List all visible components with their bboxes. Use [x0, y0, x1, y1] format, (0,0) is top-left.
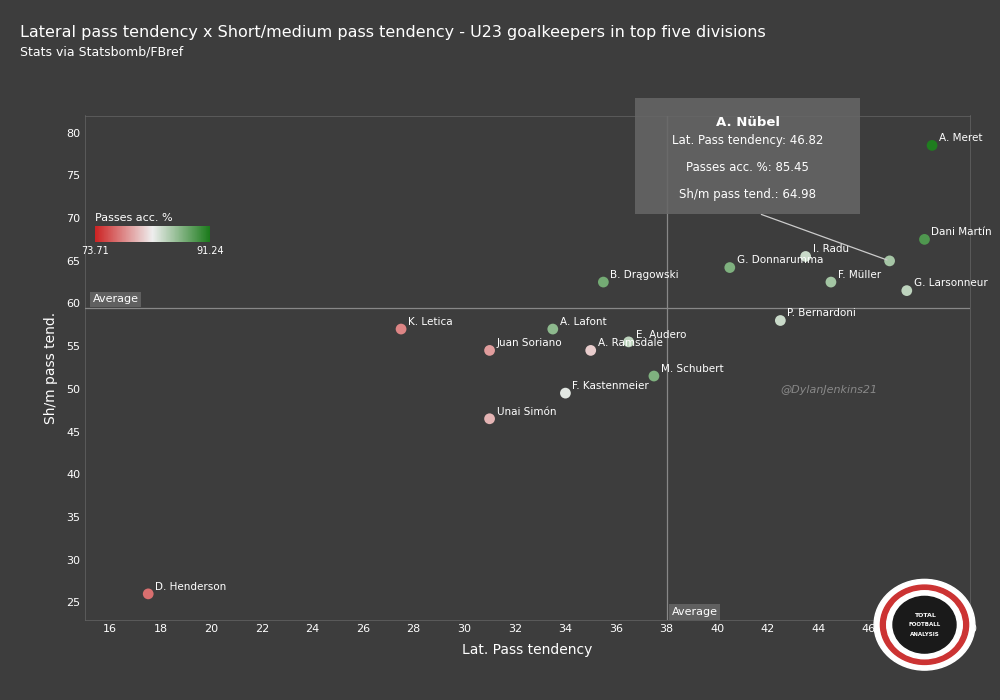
Text: Juan Soriano: Juan Soriano — [497, 338, 562, 348]
Point — [557, 388, 573, 399]
Point — [882, 256, 898, 267]
Circle shape — [874, 580, 975, 670]
Text: F. Kastenmeier: F. Kastenmeier — [572, 381, 649, 391]
Text: Sh/m pass tend.: 64.98: Sh/m pass tend.: 64.98 — [679, 188, 816, 201]
Text: Average: Average — [672, 607, 718, 617]
Text: Lat. Pass tendency: 46.82: Lat. Pass tendency: 46.82 — [672, 134, 823, 148]
Point — [621, 336, 637, 347]
Text: @DylanJenkins21: @DylanJenkins21 — [780, 385, 877, 395]
Text: Passes acc. %: 85.45: Passes acc. %: 85.45 — [686, 161, 809, 174]
Text: ANALYSIS: ANALYSIS — [910, 631, 939, 637]
Point — [393, 323, 409, 335]
Circle shape — [887, 591, 962, 659]
Text: A. Meret: A. Meret — [939, 133, 983, 144]
Text: I. Radu: I. Radu — [813, 244, 849, 254]
Point — [798, 251, 814, 262]
Point — [583, 345, 599, 356]
Point — [916, 234, 932, 245]
Circle shape — [880, 585, 969, 664]
Text: Passes acc. %: Passes acc. % — [95, 213, 173, 223]
Text: Stats via Statsbomb/FBref: Stats via Statsbomb/FBref — [20, 46, 183, 59]
Text: K. Letica: K. Letica — [408, 317, 453, 327]
Point — [899, 285, 915, 296]
Text: Dani Martín: Dani Martín — [931, 228, 992, 237]
Text: TOTAL: TOTAL — [914, 612, 935, 618]
Text: A. Ramsdale: A. Ramsdale — [598, 338, 663, 348]
Text: A. Lafont: A. Lafont — [560, 317, 606, 327]
Point — [140, 588, 156, 599]
Point — [772, 315, 788, 326]
Point — [595, 276, 611, 288]
Text: G. Larsonneur: G. Larsonneur — [914, 279, 987, 288]
Text: Average: Average — [93, 294, 139, 304]
Point — [646, 370, 662, 382]
Text: G. Donnarumma: G. Donnarumma — [737, 256, 823, 265]
X-axis label: Lat. Pass tendency: Lat. Pass tendency — [462, 643, 593, 657]
Point — [722, 262, 738, 273]
Point — [545, 323, 561, 335]
Text: M. Schubert: M. Schubert — [661, 364, 723, 374]
Point — [924, 140, 940, 151]
Text: B. Drągowski: B. Drągowski — [610, 270, 679, 280]
Text: D. Henderson: D. Henderson — [155, 582, 226, 591]
Text: Unai Simón: Unai Simón — [497, 407, 556, 416]
Text: P. Bernardoni: P. Bernardoni — [787, 309, 856, 318]
Point — [482, 345, 498, 356]
Text: F. Müller: F. Müller — [838, 270, 881, 280]
Text: Lateral pass tendency x Short/medium pass tendency - U23 goalkeepers in top five: Lateral pass tendency x Short/medium pas… — [20, 25, 766, 39]
Text: FOOTBALL: FOOTBALL — [908, 622, 941, 627]
Y-axis label: Sh/m pass tend.: Sh/m pass tend. — [44, 312, 58, 424]
Point — [823, 276, 839, 288]
Text: A. Nübel: A. Nübel — [716, 116, 780, 129]
Text: E. Audero: E. Audero — [636, 330, 686, 340]
Point — [482, 413, 498, 424]
Circle shape — [893, 596, 956, 653]
